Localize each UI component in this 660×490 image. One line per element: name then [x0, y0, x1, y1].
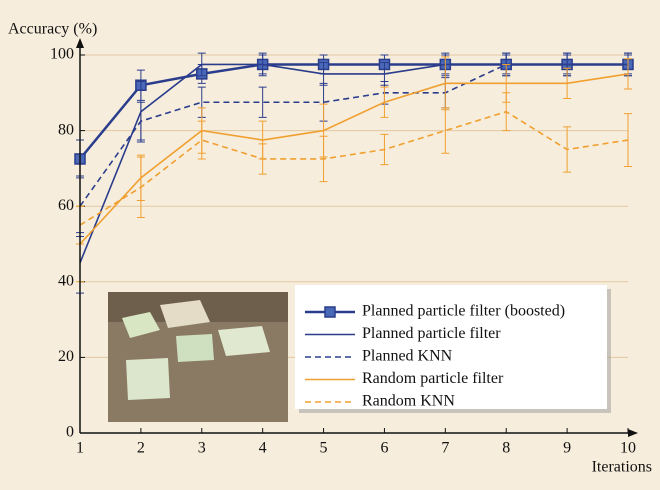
x-tick-label: 7: [441, 440, 449, 457]
y-tick-label: 60: [58, 197, 74, 214]
x-axis-arrow: [628, 429, 638, 437]
legend-label: Planned particle filter: [362, 325, 501, 342]
x-tick-label: 1: [76, 440, 84, 457]
error-bar: [441, 107, 450, 154]
series-line: [79, 110, 629, 226]
y-tick-label: 100: [50, 46, 74, 63]
x-tick-label: 2: [137, 440, 145, 457]
legend-label: Planned KNN: [362, 348, 453, 365]
y-axis-label: Accuracy (%): [8, 21, 97, 38]
y-axis-arrow: [76, 38, 84, 48]
x-tick-label: 5: [320, 440, 328, 457]
legend-label: Random KNN: [362, 393, 455, 410]
legend-items: Planned particle filter (boosted) Planned…: [305, 303, 565, 410]
series-line: [79, 73, 629, 245]
legend: [295, 285, 607, 409]
y-tick-label: 40: [58, 272, 74, 289]
photo-box: [218, 326, 270, 356]
grid: 0 20 40 60 80 100 1 2 3 4 5 6 7 8 9 10: [50, 46, 636, 457]
x-axis-label: Iterations: [592, 459, 652, 476]
y-tick-label: 80: [58, 121, 74, 138]
photo-box: [160, 300, 210, 328]
x-tick-label: 8: [502, 440, 510, 457]
x-tick-label: 4: [259, 440, 267, 457]
x-tick-label: 3: [198, 440, 206, 457]
x-tick-label: 6: [380, 440, 388, 457]
y-tick-label: 20: [58, 348, 74, 365]
y-tick-label: 0: [66, 424, 74, 441]
photo-box: [176, 334, 214, 362]
x-tick-label: 9: [563, 440, 571, 457]
series-line: [79, 63, 628, 207]
photo: [108, 292, 288, 422]
error-bar: [258, 86, 267, 118]
photo-box: [122, 312, 160, 338]
x-tick-label: 10: [620, 440, 636, 457]
photo-box: [126, 358, 170, 400]
legend-label: Random particle filter: [362, 370, 504, 387]
legend-label: Planned particle filter (boosted): [362, 303, 565, 320]
error-bar: [197, 120, 206, 160]
legend-marker: [324, 306, 336, 318]
